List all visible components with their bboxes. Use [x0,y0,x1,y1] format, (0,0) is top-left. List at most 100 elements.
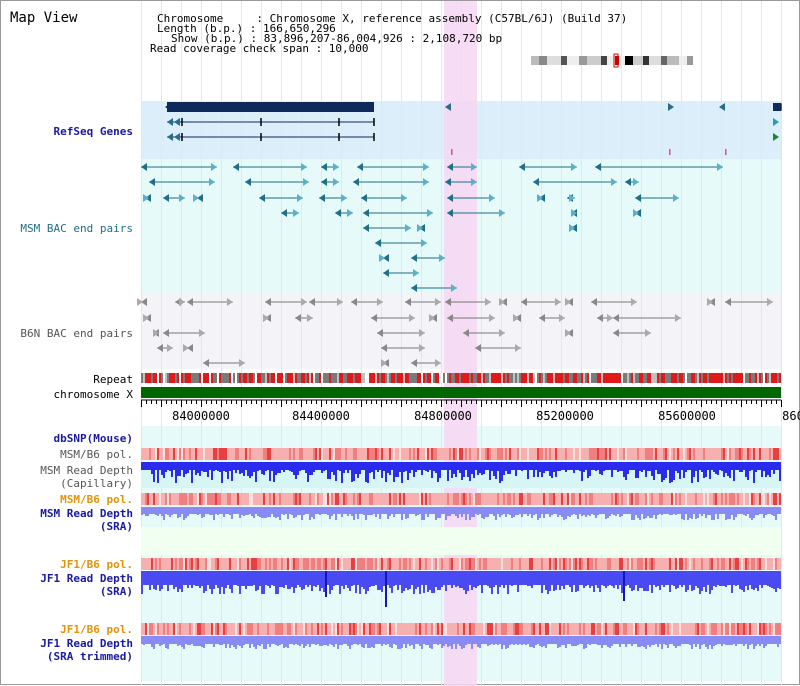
track-label-b6n-bac[interactable]: B6N BAC end pairs [20,327,133,340]
msm-depth-sra-bar [551,507,553,515]
msm-b6-pol-2-bin [233,493,235,505]
jf1-b6-pol-1-bin [303,558,305,570]
msm-depth-sra-bar [685,507,687,514]
msm-depth-sra-bar [299,507,301,515]
msm-b6-pol-2-bin [487,493,489,505]
msm-b6-pol-1-bin [343,448,345,460]
msm-depth-capillary-bar [557,462,559,471]
jf1-depth-trimmed-bar [673,636,675,646]
msm-depth-sra-bar [485,507,487,517]
msm-depth-capillary-bar [493,462,495,476]
msm-b6-pol-2-bin [433,493,435,505]
jf1-depth-sra-bar [477,571,479,586]
jf1-depth-sra-bar [725,571,727,587]
msm-depth-capillary-bar [207,462,209,477]
refseq-gene-arrow [165,103,171,111]
track-label-chromosome[interactable]: chromosome X [53,388,133,401]
jf1-b6-pol-2-bin [319,623,321,635]
jf1-b6-pol-1-bin [617,558,619,570]
msm-depth-capillary-bar [543,462,545,473]
jf1-b6-pol-1-bin [557,558,559,570]
msm-b6-pol-2-bin [653,493,655,505]
msm-b6-pol-2-bin [669,493,671,505]
msm-depth-sra-bar [157,507,159,516]
jf1-b6-pol-1-bin [723,558,725,570]
track-label-jf1-depth-sra[interactable]: JF1 Read Depth [40,572,133,585]
msm-depth-capillary-bar [695,462,697,471]
jf1-b6-pol-2-bin [453,623,455,635]
track-label-jf1-b6-pol-2[interactable]: JF1/B6 pol. [60,623,133,636]
jf1-b6-pol-2-bin [411,623,413,635]
jf1-depth-trimmed-bar [505,636,507,649]
jf1-b6-pol-1-bin [733,558,735,570]
msm-depth-sra-bar [709,507,711,515]
jf1-b6-pol-1-bin [247,558,249,570]
track-label-refseq[interactable]: RefSeq Genes [53,125,133,138]
msm-b6-pol-2-bin [463,493,465,505]
repeat-element [507,373,509,383]
jf1-depth-sra-bar [519,571,521,585]
jf1-depth-sra-bar [487,571,489,586]
jf1-depth-sra-bar [547,571,549,594]
track-label-msm-b6-pol-1[interactable]: MSM/B6 pol. [60,448,133,461]
jf1-depth-sra-bar [499,571,501,587]
msm-b6-pol-2-bin [587,493,589,505]
track-label-repeat[interactable]: Repeat [93,373,133,386]
jf1-depth-sra-bar [557,571,559,585]
msm-depth-capillary-bar [549,462,551,476]
jf1-depth-sra-bar [767,571,769,586]
jf1-b6-pol-2-bin [391,623,393,635]
jf1-b6-pol-1-bin [203,558,205,570]
b6n-bac-end [371,314,377,322]
jf1-b6-pol-2-bin [387,623,389,635]
jf1-b6-pol-1-bin [669,558,671,570]
msm-b6-pol-1-bin [411,448,413,460]
jf1-depth-trimmed-bar [387,636,389,644]
jf1-b6-pol-1-bin [693,558,695,570]
jf1-b6-pol-1-bin [527,558,529,570]
jf1-depth-sra-bar [561,571,563,586]
jf1-depth-trimmed-bar [269,636,271,647]
jf1-b6-pol-1-bin [745,558,747,570]
jf1-b6-pol-2-bin [191,623,193,635]
msm-b6-pol-2-bin [181,493,183,505]
msm-depth-capillary-bar [525,462,527,470]
repeat-element [143,373,145,383]
track-label-dbsnp[interactable]: dbSNP(Mouse) [53,432,133,445]
repeat-element [585,373,587,383]
msm-b6-pol-2-bin [585,493,587,505]
jf1-b6-pol-2-bin [203,623,205,635]
jf1-depth-sra-bar [663,571,665,587]
track-label-msm-depth-capillary[interactable]: MSM Read Depth [40,464,133,477]
jf1-depth-sra-bar [479,571,481,585]
b6n-bac-end [179,298,185,306]
track-label-jf1-depth-trimmed[interactable]: JF1 Read Depth [40,637,133,650]
track-label-msm-b6-pol-2[interactable]: MSM/B6 pol. [60,493,133,506]
jf1-depth-sra-bar [629,571,631,588]
jf1-depth-trimmed-bar [715,636,717,645]
jf1-b6-pol-1-bin [685,558,687,570]
repeat-element [471,373,473,383]
track-label-msm-depth-sra[interactable]: MSM Read Depth [40,507,133,520]
track-label-jf1-b6-pol-1[interactable]: JF1/B6 pol. [60,558,133,571]
jf1-depth-trimmed-bar [605,636,607,645]
msm-b6-pol-1-bin [563,448,565,460]
msm-b6-pol-1-bin [427,448,429,460]
msm-depth-capillary-bar [441,462,443,470]
msm-depth-capillary-bar [561,462,563,470]
msm-depth-capillary-bar [345,462,347,470]
jf1-b6-pol-2-bin [491,623,493,635]
jf1-b6-pol-2-bin [163,623,165,635]
msm-b6-pol-2-bin [563,493,565,505]
b6n-bac-end [489,314,495,322]
track-label-msm-bac[interactable]: MSM BAC end pairs [20,222,133,235]
msm-depth-capillary-bar [505,462,507,471]
jf1-depth-trimmed-bar [279,636,281,645]
jf1-depth-sra-bar [627,571,629,585]
jf1-depth-trimmed-bar [579,636,581,644]
msm-depth-capillary-bar [453,462,455,474]
msm-depth-capillary-bar [529,462,531,470]
msm-b6-pol-1-bin [189,448,191,460]
msm-depth-capillary-bar [333,462,335,475]
